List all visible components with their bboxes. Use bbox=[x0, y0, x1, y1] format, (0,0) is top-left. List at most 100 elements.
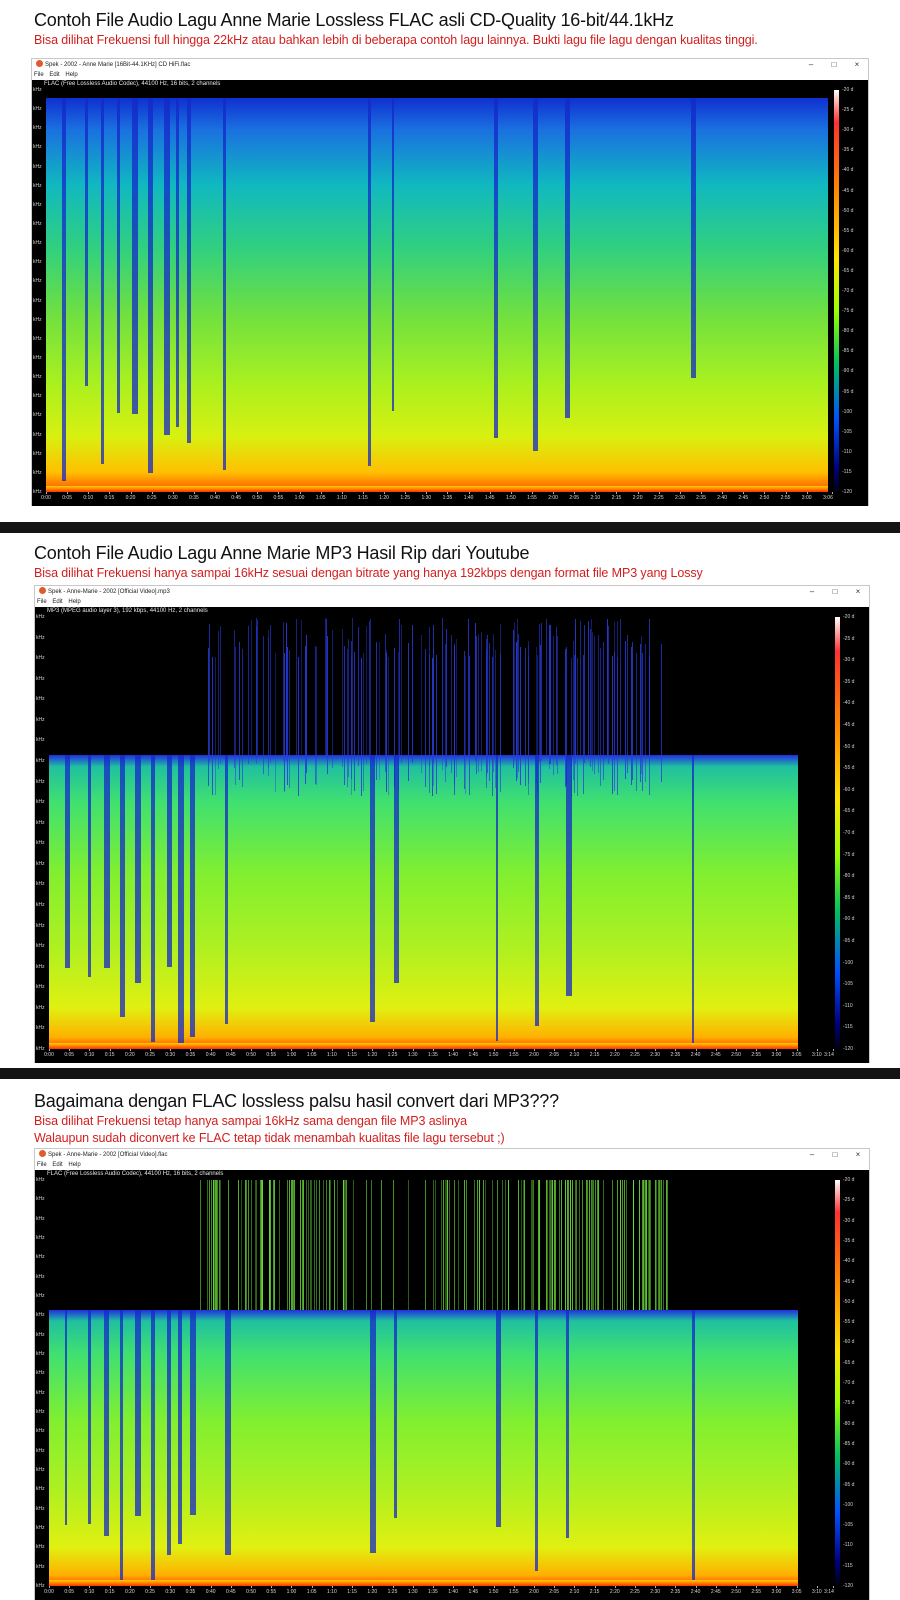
khz-axis-label: kHz bbox=[36, 1525, 45, 1531]
db-label: -80 d bbox=[843, 873, 855, 880]
time-tick-mark bbox=[473, 1586, 475, 1588]
artifact-streak bbox=[378, 642, 380, 781]
time-tick-label: 2:45 bbox=[738, 495, 749, 501]
time-tick-label: 0:20 bbox=[124, 1589, 135, 1595]
time-tick-mark bbox=[384, 492, 386, 494]
menu-help[interactable]: Help bbox=[68, 599, 81, 605]
artifact-streak bbox=[314, 645, 316, 784]
menu-edit[interactable]: Edit bbox=[52, 599, 63, 605]
maximize-button[interactable]: □ bbox=[831, 60, 837, 69]
artifact-streak bbox=[645, 643, 647, 782]
db-label: -25 d bbox=[843, 635, 855, 642]
time-tick-mark bbox=[554, 1586, 556, 1588]
db-label: -65 d bbox=[843, 808, 855, 815]
time-tick-label: 2:35 bbox=[670, 1589, 681, 1595]
khz-axis-label: kHz bbox=[36, 799, 45, 806]
time-tick-label: 0:40 bbox=[210, 495, 220, 501]
time-tick-label: 2:55 bbox=[780, 495, 791, 501]
time-tick-mark bbox=[595, 492, 597, 494]
close-button[interactable]: × bbox=[855, 1150, 861, 1159]
artifact-streak bbox=[263, 636, 265, 775]
db-label: -65 d bbox=[843, 1359, 855, 1366]
artifact-streak bbox=[541, 622, 543, 761]
menu-file[interactable]: File bbox=[37, 1162, 47, 1168]
khz-axis-label: kHz bbox=[33, 125, 42, 132]
quiet-band bbox=[166, 755, 172, 968]
artifact-streak bbox=[351, 618, 353, 757]
time-tick-label: 1:50 bbox=[488, 1052, 499, 1058]
menu-edit[interactable]: Edit bbox=[49, 72, 60, 78]
artifact-streak bbox=[467, 619, 469, 758]
time-tick-label: 1:30 bbox=[407, 1052, 418, 1058]
minimize-button[interactable]: – bbox=[809, 1150, 815, 1159]
artifact-streak bbox=[527, 657, 529, 796]
artifact-streak bbox=[613, 622, 615, 761]
menu-help[interactable]: Help bbox=[68, 1162, 81, 1168]
artifact-streak bbox=[385, 653, 387, 792]
time-tick-label: 1:45 bbox=[468, 1052, 479, 1058]
time-tick-mark bbox=[816, 1049, 818, 1051]
section-subtitle: Bisa dilihat Frekuensi full hingga 22kHz… bbox=[34, 33, 758, 47]
close-button[interactable]: × bbox=[855, 587, 861, 596]
time-tick-label: 2:45 bbox=[710, 1589, 721, 1595]
menu-file[interactable]: File bbox=[37, 599, 47, 605]
time-tick-mark bbox=[352, 1586, 354, 1588]
quiet-band bbox=[116, 98, 120, 413]
artifact-streak bbox=[358, 627, 360, 766]
artifact-streak bbox=[492, 633, 494, 772]
menu-edit[interactable]: Edit bbox=[52, 1162, 63, 1168]
artifact-streak bbox=[630, 646, 632, 785]
artifact-streak bbox=[275, 653, 277, 792]
artifact-streak bbox=[549, 1180, 551, 1310]
db-label: -20 d bbox=[843, 1177, 855, 1183]
quiet-band bbox=[150, 755, 156, 1042]
artifact-streak bbox=[582, 1180, 584, 1310]
artifact-streak bbox=[530, 1180, 532, 1310]
artifact-streak bbox=[499, 653, 501, 792]
artifact-streak bbox=[646, 1180, 648, 1310]
time-tick-label: 0:00 bbox=[44, 1589, 54, 1595]
artifact-streak bbox=[571, 658, 573, 797]
time-tick-mark bbox=[392, 1586, 394, 1588]
time-tick-mark bbox=[493, 1586, 495, 1588]
artifact-streak bbox=[573, 641, 575, 780]
artifact-streak bbox=[435, 1180, 437, 1310]
minimize-button[interactable]: – bbox=[808, 60, 814, 69]
low-frequency-band bbox=[49, 1580, 798, 1586]
artifact-streak bbox=[491, 657, 493, 796]
time-tick-mark bbox=[405, 492, 407, 494]
minimize-button[interactable]: – bbox=[809, 587, 815, 596]
artifact-streak bbox=[557, 635, 559, 775]
artifact-streak bbox=[421, 634, 423, 773]
artifact-streak bbox=[268, 1180, 270, 1310]
time-tick-label: 0:05 bbox=[64, 1052, 75, 1058]
artifact-streak bbox=[262, 1180, 264, 1310]
menu-help[interactable]: Help bbox=[65, 72, 78, 78]
quiet-band bbox=[535, 1309, 538, 1571]
close-button[interactable]: × bbox=[854, 60, 860, 69]
time-tick-mark bbox=[468, 492, 470, 494]
time-tick-mark bbox=[210, 1049, 212, 1051]
time-tick-mark bbox=[67, 492, 69, 494]
menu-file[interactable]: File bbox=[34, 72, 44, 78]
section-divider bbox=[0, 522, 900, 533]
time-tick-label: 2:05 bbox=[569, 495, 580, 501]
time-tick-label: 1:50 bbox=[488, 1589, 499, 1595]
khz-axis-label: kHz bbox=[33, 412, 42, 419]
quiet-band bbox=[190, 755, 195, 1038]
time-tick-mark bbox=[251, 1049, 253, 1051]
khz-axis-label: kHz bbox=[33, 201, 42, 208]
time-tick-mark bbox=[574, 1049, 576, 1051]
artifact-streak bbox=[279, 1180, 281, 1310]
time-tick-label: 2:15 bbox=[589, 1589, 600, 1595]
quiet-band bbox=[64, 755, 71, 969]
artifact-streak bbox=[656, 1180, 658, 1310]
time-tick-label: 0:50 bbox=[246, 1589, 256, 1595]
maximize-button[interactable]: □ bbox=[832, 1150, 838, 1159]
artifact-streak bbox=[288, 1180, 290, 1310]
artifact-streak bbox=[446, 1180, 448, 1310]
khz-axis-label: kHz bbox=[36, 881, 45, 888]
maximize-button[interactable]: □ bbox=[832, 587, 838, 596]
artifact-streak bbox=[255, 617, 257, 757]
khz-axis-label: kHz bbox=[36, 1544, 45, 1551]
